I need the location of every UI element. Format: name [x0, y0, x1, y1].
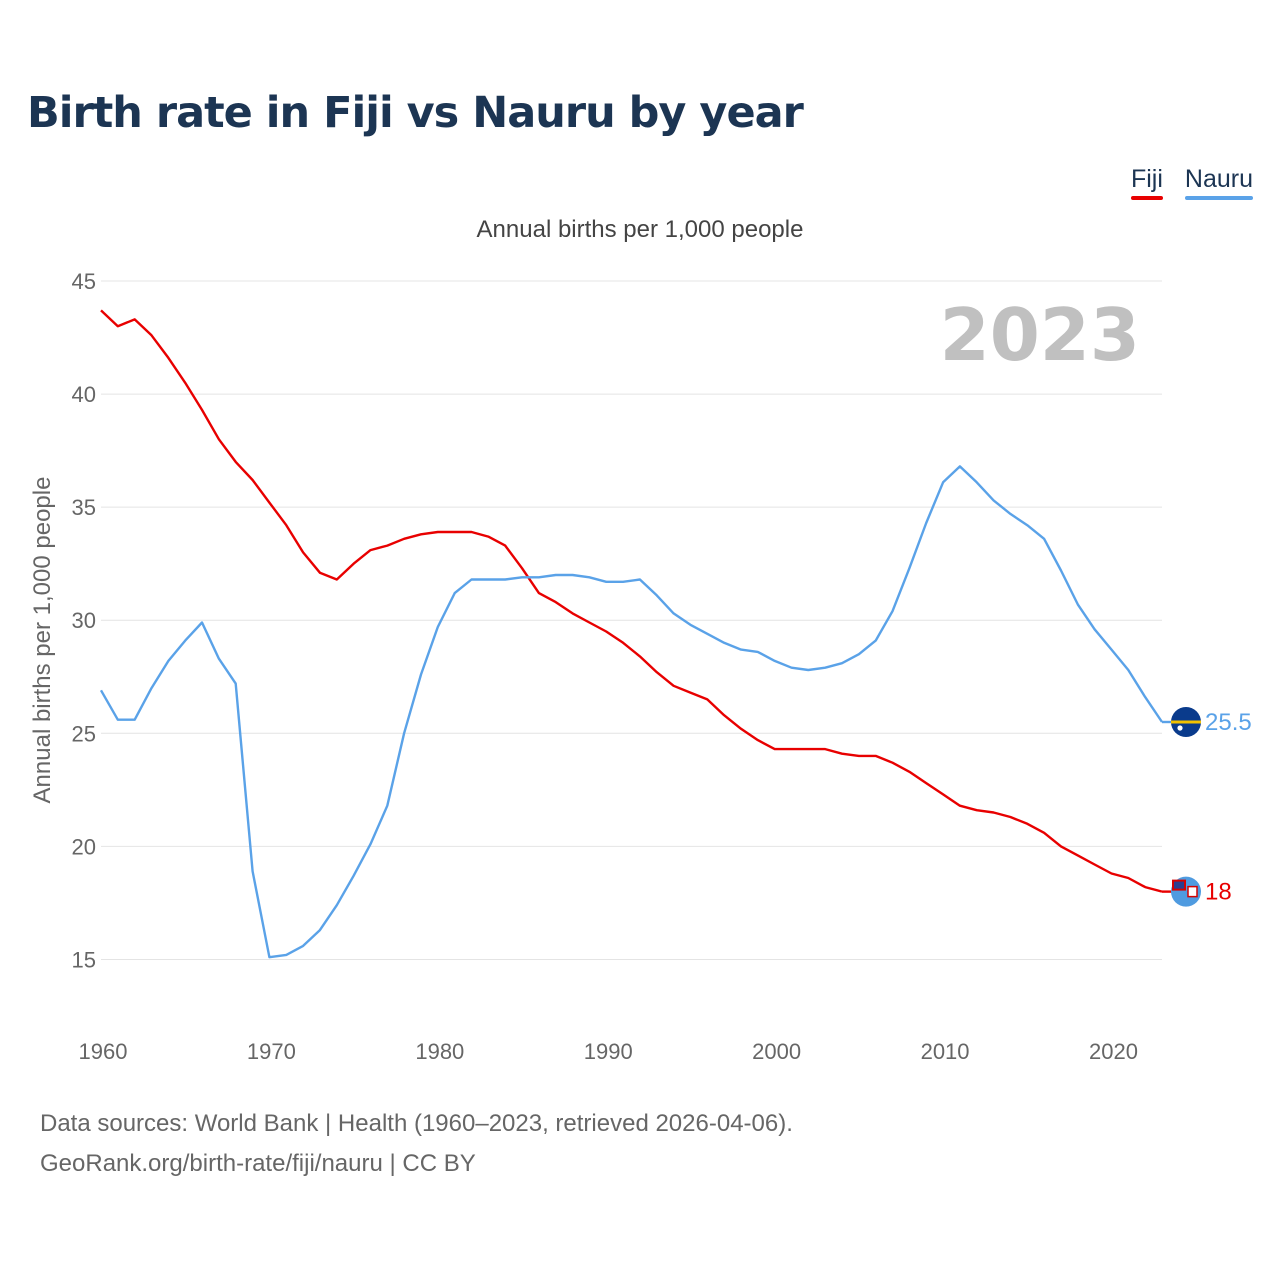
end-label-nauru: 25.5 [1205, 709, 1252, 736]
chart-title: Birth rate in Fiji vs Nauru by year [27, 88, 804, 138]
y-tick-label: 15 [72, 947, 96, 972]
x-tick-label: 1980 [415, 1039, 464, 1064]
footer-sources: Data sources: World Bank | Health (1960–… [40, 1110, 793, 1137]
y-tick-label: 35 [72, 495, 96, 520]
series-line-fiji [100, 309, 1163, 893]
x-tick-label: 1970 [247, 1039, 296, 1064]
legend: Fiji Nauru [1130, 164, 1253, 200]
legend-label-nauru: Nauru [1184, 165, 1253, 193]
legend-swatch-nauru [1184, 196, 1253, 200]
x-tick-label: 2000 [752, 1039, 801, 1064]
grid [101, 280, 1162, 960]
footer: Data sources: World Bank | Health (1960–… [40, 1104, 793, 1184]
series-line-nauru [99, 465, 1163, 959]
end-markers: 18 25.5 [1162, 707, 1252, 907]
chart-subtitle: Annual births per 1,000 people [476, 216, 804, 243]
nauru-flag-star [1177, 725, 1183, 731]
x-tick-label: 2010 [921, 1039, 970, 1064]
x-axis: 1960 1970 1980 1990 2000 2010 2020 [79, 1039, 1138, 1064]
y-tick-label: 20 [72, 834, 96, 859]
x-tick-label: 1960 [79, 1039, 128, 1064]
y-axis: 15 20 25 30 35 40 45 [72, 269, 96, 972]
year-watermark: 2023 [940, 293, 1140, 377]
legend-item-fiji[interactable]: Fiji [1130, 164, 1163, 200]
y-tick-label: 25 [72, 721, 96, 746]
end-label-fiji: 18 [1205, 879, 1232, 906]
legend-label-fiji: Fiji [1130, 165, 1163, 193]
x-tick-label: 1990 [584, 1039, 633, 1064]
fiji-flag-union [1172, 879, 1186, 891]
y-axis-title: Annual births per 1,000 people [29, 477, 56, 804]
x-tick-label: 2020 [1089, 1039, 1138, 1064]
legend-swatch-fiji [1130, 196, 1163, 200]
fiji-flag-shield [1187, 885, 1198, 898]
legend-item-nauru[interactable]: Nauru [1184, 164, 1253, 200]
footer-url[interactable]: GeoRank.org/birth-rate/fiji/nauru | CC B… [40, 1150, 476, 1177]
nauru-flag-stripe [1171, 720, 1201, 724]
y-tick-label: 30 [72, 608, 96, 633]
series-group [99, 309, 1163, 959]
y-tick-label: 45 [72, 269, 96, 294]
y-tick-label: 40 [72, 382, 96, 407]
